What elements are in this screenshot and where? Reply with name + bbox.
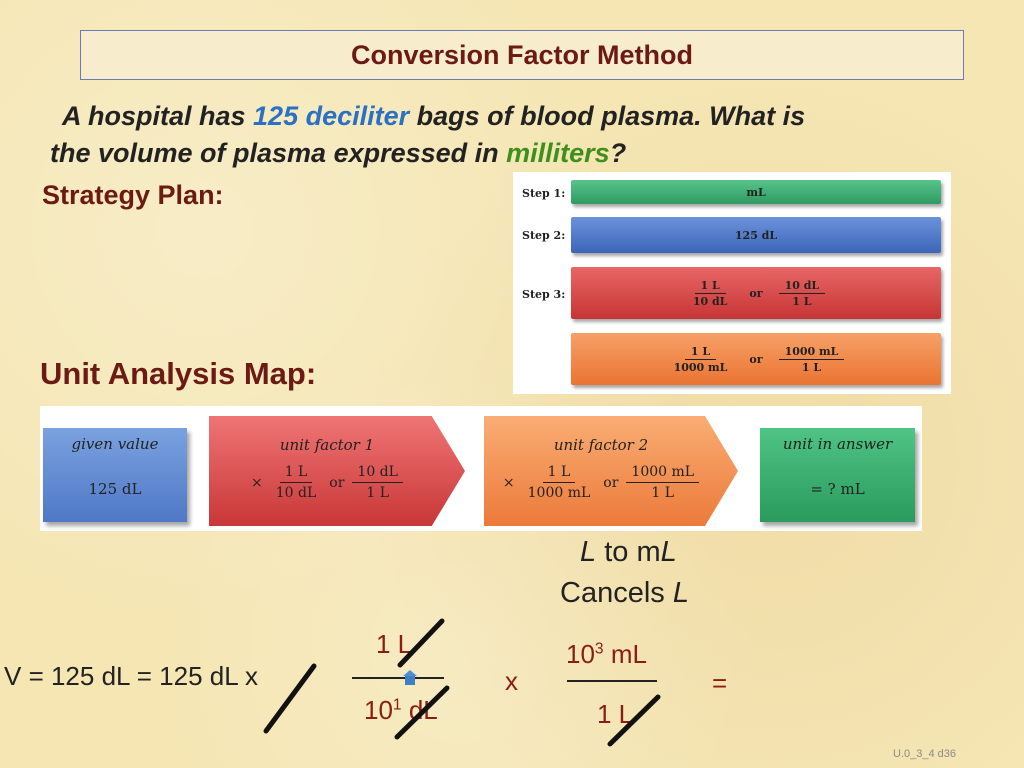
- times-symbol: ×: [251, 474, 263, 491]
- map-box-title: unit factor 2: [553, 436, 649, 454]
- fraction-denominator: 1000 mL: [527, 485, 591, 501]
- step-label: Step 2:: [522, 229, 566, 242]
- fraction-denominator: 1 L: [366, 485, 390, 501]
- equation-lhs: V = 125 dL = 125 dL x: [4, 661, 258, 691]
- fraction-denominator: 1 L: [792, 294, 812, 308]
- map-unit-factor-1-arrow: unit factor 1 × 1 L 10 dL or 10 dL 1 L: [209, 416, 465, 526]
- step-text: 125 dL: [734, 228, 778, 242]
- question-highlight-value: 125 deciliter: [253, 101, 410, 131]
- fraction: 1 L 1000 mL: [523, 464, 596, 501]
- strategy-step-bar: 1 L 10 dL or 10 dL 1 L: [571, 267, 941, 319]
- note-line-2: Cancels L: [560, 577, 689, 610]
- strategy-step-bar: 1 L 1000 mL or 1000 mL 1 L: [571, 333, 941, 385]
- slide-title: Conversion Factor Method: [80, 30, 964, 80]
- fraction: 1 L 10 dL: [687, 279, 734, 308]
- strategy-heading: Strategy Plan:: [42, 180, 224, 210]
- strategy-step-bar: mL: [571, 180, 941, 204]
- question-line-2: the volume of plasma expressed in millit…: [50, 135, 950, 172]
- fraction: 1 L 10 dL: [271, 464, 322, 501]
- fraction-denominator: 1 L: [651, 485, 675, 501]
- question-highlight-unit: milliters: [506, 138, 610, 168]
- map-box-title: given value: [71, 435, 159, 453]
- note-text: to m: [596, 536, 661, 568]
- note-unit-italic: L: [580, 536, 597, 568]
- fraction-numerator: 1 L: [684, 345, 717, 360]
- object-handle-icon[interactable]: [401, 668, 419, 686]
- fraction: 1000 mL 1 L: [626, 464, 700, 501]
- factor1-fraction-bar: [352, 677, 444, 679]
- fraction: 10 dL 1 L: [778, 279, 826, 308]
- strategy-plan-figure: Step 1: mL Step 2: 125 dL Step 3: 1 L 10 …: [513, 172, 951, 394]
- fraction-numerator: 10 dL: [352, 464, 403, 483]
- map-unit-factor-2-arrow: unit factor 2 × 1 L 1000 mL or 1000 mL 1 L: [484, 416, 738, 526]
- question-part4: ?: [609, 138, 627, 168]
- map-box-value: 125 dL: [88, 480, 142, 498]
- slide-footer-code: U.0_3_4 d36: [893, 748, 956, 760]
- note-unit-italic: L: [672, 577, 689, 609]
- cancel-line-dL: [263, 663, 317, 734]
- or-text: or: [749, 286, 763, 300]
- note-unit-italic: L: [660, 536, 677, 568]
- times-symbol: ×: [502, 474, 515, 491]
- question-line-1: A hospital has 125 deciliter bags of blo…: [50, 98, 950, 135]
- or-text: or: [329, 474, 345, 491]
- fraction-denominator: 1 L: [801, 360, 822, 374]
- question-part1: A hospital has: [62, 101, 254, 131]
- fraction-numerator: 10 dL: [778, 279, 826, 294]
- denominator-exponent: 1: [392, 696, 402, 714]
- slide-title-text: Conversion Factor Method: [350, 39, 694, 70]
- multiply-sign: x: [505, 666, 518, 696]
- or-text: or: [749, 352, 763, 366]
- step-label: Step 3:: [522, 288, 566, 301]
- map-fraction-row: × 1 L 1000 mL or 1000 mL 1 L: [484, 464, 718, 501]
- fraction-numerator: 1 L: [542, 464, 576, 483]
- unit-analysis-map-figure: given value 125 dL unit factor 1 × 1 L 10…: [40, 406, 922, 531]
- unit-analysis-heading: Unit Analysis Map:: [40, 356, 317, 391]
- fraction-numerator: 1 L: [694, 279, 726, 294]
- fraction: 1 L 1000 mL: [668, 345, 734, 374]
- map-box-title: unit in answer: [782, 435, 893, 453]
- fraction: 1000 mL 1 L: [778, 345, 845, 374]
- numerator-base: 10: [566, 639, 595, 669]
- fraction-numerator: 1000 mL: [626, 464, 700, 483]
- factor2-fraction-bar: [567, 680, 657, 682]
- or-text: or: [603, 474, 619, 491]
- factor1-numerator: 1 L: [376, 629, 413, 659]
- step-text: mL: [746, 185, 766, 199]
- denominator-unit: dL: [401, 695, 438, 725]
- fraction-numerator: 1 L: [279, 464, 313, 483]
- fraction-denominator: 1000 mL: [673, 360, 728, 374]
- fraction-denominator: 10 dL: [692, 294, 728, 308]
- numerator-unit: mL: [603, 639, 647, 669]
- denominator-base: 10: [364, 695, 393, 725]
- factor1-denominator: 101 dL: [364, 695, 438, 726]
- map-given-value-box: given value 125 dL: [43, 428, 187, 522]
- map-fraction-row: × 1 L 10 dL or 10 dL 1 L: [209, 464, 445, 501]
- step-label: Step 1:: [522, 187, 566, 200]
- question-part2: bags of blood plasma. What is: [409, 101, 806, 131]
- note-text: Cancels: [560, 577, 673, 609]
- map-box-title: unit factor 1: [279, 436, 375, 454]
- equals-sign: =: [712, 668, 728, 698]
- factor2-denominator: 1 L: [597, 699, 634, 729]
- fraction-denominator: 10 dL: [275, 485, 317, 501]
- factor2-numerator: 103 mL: [566, 639, 647, 670]
- numerator-exponent: 3: [594, 640, 604, 658]
- strategy-step-bar: 125 dL: [571, 217, 941, 253]
- map-unit-in-answer-box: unit in answer = ? mL: [760, 428, 915, 522]
- fraction: 10 dL 1 L: [352, 464, 403, 501]
- fraction-numerator: 1000 mL: [778, 345, 845, 360]
- question-part3: the volume of plasma expressed in: [50, 138, 507, 168]
- note-line-1: L to mL: [580, 536, 677, 569]
- question-text: A hospital has 125 deciliter bags of blo…: [50, 98, 950, 172]
- map-box-value: = ? mL: [810, 480, 865, 498]
